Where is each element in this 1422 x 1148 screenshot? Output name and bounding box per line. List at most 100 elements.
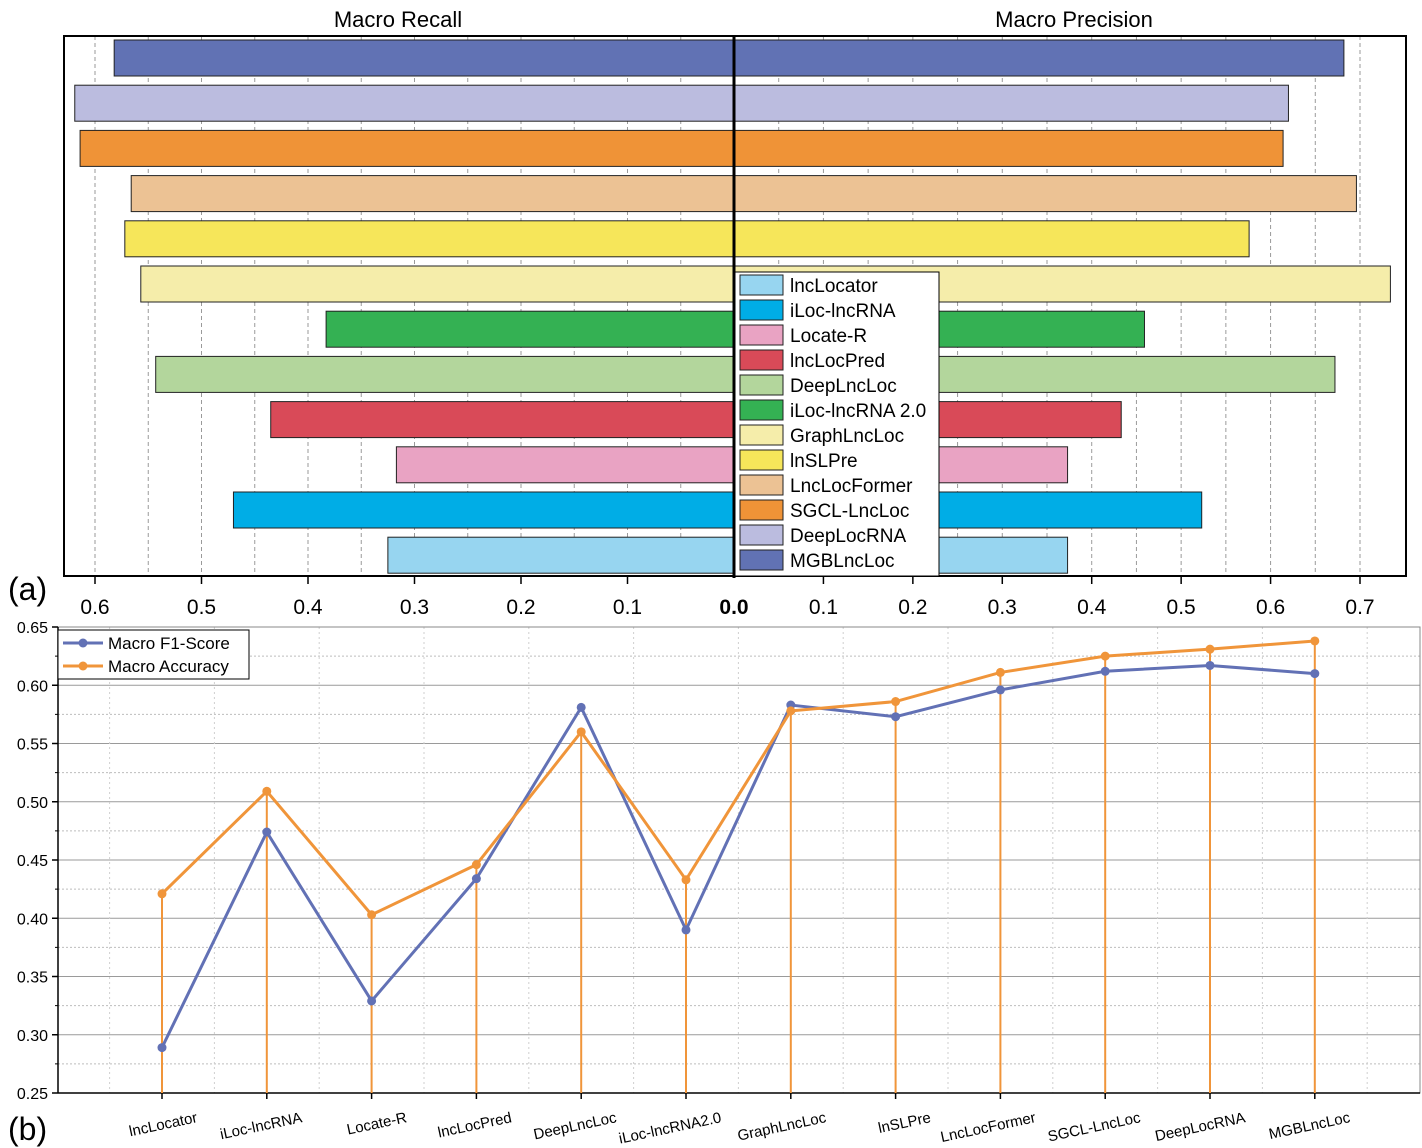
legend-label: lncLocPred xyxy=(790,351,885,372)
recall-bar xyxy=(74,84,735,122)
recall-tick-label: 0.5 xyxy=(187,596,216,619)
legend-label: lnSLPre xyxy=(790,451,858,472)
data-point xyxy=(1310,669,1320,679)
recall-bar xyxy=(124,220,735,258)
data-point xyxy=(681,925,691,935)
recall-tick-label: 0.4 xyxy=(293,596,323,619)
x-tick-label: lnSLPre xyxy=(877,1109,933,1137)
left-axis-title: Macro Recall xyxy=(334,7,462,32)
y-tick-label: 0.40 xyxy=(17,911,48,928)
legend-box xyxy=(57,629,250,680)
y-tick-label: 0.35 xyxy=(17,970,48,987)
legend-label: Locate-R xyxy=(790,326,867,347)
precision-tick-label: 0.2 xyxy=(898,596,927,619)
data-point xyxy=(262,827,272,837)
recall-bar xyxy=(387,536,735,574)
x-tick-label: LncLocFormer xyxy=(939,1109,1037,1146)
legend-swatch xyxy=(739,499,784,521)
data-point xyxy=(576,727,586,737)
panel-b-label: (b) xyxy=(8,1111,47,1147)
legend-swatch xyxy=(739,524,784,546)
y-tick-label: 0.65 xyxy=(17,620,48,637)
panel-b-legend: Macro F1-Score Macro Accuracy xyxy=(57,629,250,680)
recall-bar xyxy=(79,129,735,167)
precision-bar xyxy=(733,84,1289,122)
data-point xyxy=(576,702,586,712)
data-point xyxy=(1310,636,1320,646)
data-point xyxy=(786,706,796,716)
y-tick-label: 0.25 xyxy=(17,1086,48,1103)
legend-swatch xyxy=(739,449,784,471)
data-point xyxy=(1100,651,1110,661)
data-point xyxy=(157,889,167,899)
panel-a: Macro Recall Macro Precision 0.6 0.5 0.4 0.… xyxy=(8,7,1407,619)
legend-label: DeepLncLoc xyxy=(790,376,897,397)
y-tick-label: 0.55 xyxy=(17,737,48,754)
recall-bar xyxy=(325,310,735,348)
legend-label: SGCL-LncLoc xyxy=(790,501,909,522)
data-point xyxy=(157,1043,167,1053)
x-tick-label: DeepLocRNA xyxy=(1154,1109,1247,1145)
x-tick-label: iLoc-lncRNA xyxy=(219,1109,304,1143)
data-point xyxy=(1205,644,1215,654)
precision-tick-label: 0.4 xyxy=(1077,596,1107,619)
data-point xyxy=(1100,666,1110,676)
recall-bar xyxy=(270,401,735,439)
data-point xyxy=(995,667,1005,677)
precision-tick-label: 0.5 xyxy=(1167,596,1196,619)
legend-marker xyxy=(78,638,88,648)
data-point xyxy=(471,860,481,870)
data-point xyxy=(1205,660,1215,670)
recall-tick-label: 0.6 xyxy=(80,596,109,619)
precision-tick-label: 0.6 xyxy=(1256,596,1285,619)
y-tick-label: 0.50 xyxy=(17,795,48,812)
recall-tick-label: 0.1 xyxy=(613,596,642,619)
recall-bar xyxy=(113,39,735,77)
legend-label: MGBLncLoc xyxy=(790,551,895,572)
panel-a-legend: lncLocator iLoc-lncRNA Locate-R lncLocPred D… xyxy=(734,271,940,577)
data-point xyxy=(262,786,272,796)
series-line xyxy=(160,663,1315,1049)
legend-swatch xyxy=(739,549,784,571)
right-axis-title: Macro Precision xyxy=(995,7,1153,32)
legend-swatch xyxy=(739,299,784,321)
x-tick-label: Locate-R xyxy=(345,1109,408,1138)
data-point xyxy=(891,712,901,722)
data-point xyxy=(995,685,1005,695)
legend-label: lncLocator xyxy=(790,276,878,297)
legend-swatch xyxy=(739,349,784,371)
recall-bar xyxy=(155,355,735,393)
panel-b: 0.25 0.30 0.35 0.40 0.45 0.50 0.55 0.60 0.65 lnc… xyxy=(8,620,1421,1148)
x-tick-label: MGBLncLoc xyxy=(1267,1109,1352,1143)
y-tick-label: 0.60 xyxy=(17,678,48,695)
precision-bar xyxy=(733,175,1357,213)
precision-bar xyxy=(733,220,1250,258)
series-line xyxy=(160,639,1315,917)
recall-tick-label: 0.3 xyxy=(400,596,429,619)
legend-swatch xyxy=(739,374,784,396)
precision-bar xyxy=(733,129,1284,167)
y-tick-label: 0.30 xyxy=(17,1028,48,1045)
recall-tick-label: 0.2 xyxy=(506,596,535,619)
precision-tick-label: 0.7 xyxy=(1345,596,1374,619)
legend-label: GraphLncLoc xyxy=(790,426,904,447)
legend-label: iLoc-lncRNA 2.0 xyxy=(790,401,926,422)
legend-swatch xyxy=(739,399,784,421)
data-point xyxy=(891,697,901,707)
legend-swatch xyxy=(739,424,784,446)
recall-bar xyxy=(232,491,735,529)
data-point xyxy=(367,996,377,1006)
x-tick-label: SGCL-LncLoc xyxy=(1046,1109,1142,1145)
precision-bar xyxy=(733,39,1345,77)
recall-bar xyxy=(395,446,735,484)
legend-swatch xyxy=(739,274,784,296)
legend-label: LncLocFormer xyxy=(790,476,913,497)
precision-tick-label: 0.1 xyxy=(809,596,838,619)
legend-marker xyxy=(78,661,88,671)
data-point xyxy=(367,910,377,920)
x-tick-label: DeepLncLoc xyxy=(532,1109,618,1143)
legend-label: iLoc-lncRNA xyxy=(790,301,896,322)
legend-label: Macro F1-Score xyxy=(108,634,230,653)
data-point xyxy=(471,874,481,884)
